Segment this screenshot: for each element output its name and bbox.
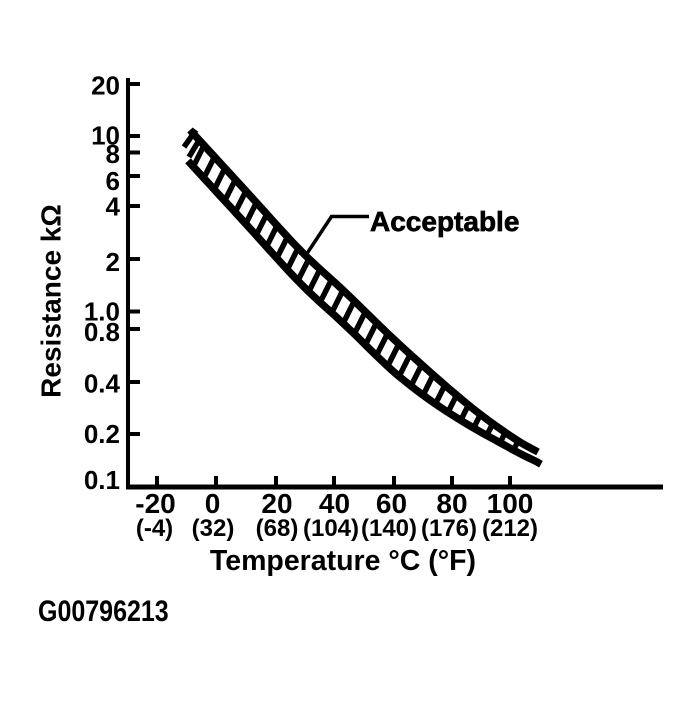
svg-text:100: 100 <box>487 488 534 519</box>
svg-text:0: 0 <box>205 488 221 519</box>
svg-text:10: 10 <box>91 121 120 151</box>
svg-text:(68): (68) <box>256 515 299 542</box>
svg-text:-20: -20 <box>135 488 175 519</box>
svg-text:4: 4 <box>106 192 121 222</box>
svg-text:Resistance kΩ: Resistance kΩ <box>36 204 67 398</box>
svg-text:Temperature °C (°F): Temperature °C (°F) <box>210 545 476 577</box>
svg-text:Acceptable: Acceptable <box>370 206 519 237</box>
svg-text:(-4): (-4) <box>136 515 173 542</box>
svg-text:(176): (176) <box>421 515 477 542</box>
svg-text:0.8: 0.8 <box>84 317 120 347</box>
svg-text:(104): (104) <box>303 515 359 542</box>
svg-text:0.4: 0.4 <box>84 369 121 399</box>
svg-text:40: 40 <box>319 488 350 519</box>
svg-text:80: 80 <box>436 488 467 519</box>
svg-text:0.2: 0.2 <box>84 419 120 449</box>
svg-text:8: 8 <box>106 139 120 169</box>
svg-text:20: 20 <box>261 488 292 519</box>
svg-text:6: 6 <box>106 166 120 196</box>
svg-text:2: 2 <box>106 247 120 277</box>
svg-text:1.0: 1.0 <box>84 297 120 327</box>
svg-text:60: 60 <box>376 488 407 519</box>
svg-text:(140): (140) <box>361 515 417 542</box>
svg-text:20: 20 <box>91 70 120 100</box>
svg-text:(32): (32) <box>192 515 235 542</box>
svg-text:(212): (212) <box>482 515 538 542</box>
svg-text:G00796213: G00796213 <box>38 594 169 628</box>
svg-text:0.1: 0.1 <box>84 465 120 495</box>
